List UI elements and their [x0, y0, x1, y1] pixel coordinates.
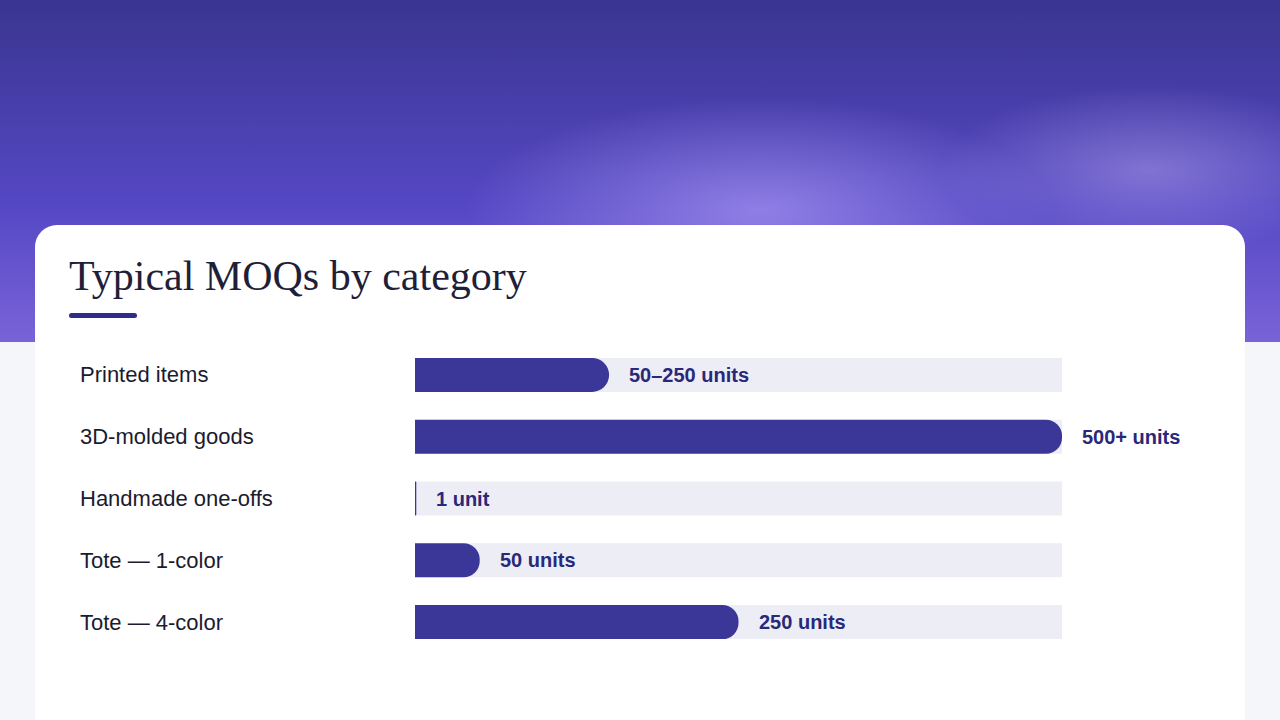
svg-text:1 unit: 1 unit	[436, 488, 490, 510]
svg-text:Typical MOQs by category: Typical MOQs by category	[69, 253, 527, 299]
svg-text:Printed items: Printed items	[80, 362, 208, 387]
svg-text:500+ units: 500+ units	[1082, 426, 1180, 448]
svg-text:Tote — 4-color: Tote — 4-color	[80, 610, 223, 635]
svg-text:50–250 units: 50–250 units	[629, 364, 749, 386]
svg-text:250 units: 250 units	[759, 611, 846, 633]
svg-text:3D-molded goods: 3D-molded goods	[80, 424, 254, 449]
svg-text:Handmade one-offs: Handmade one-offs	[80, 486, 273, 511]
svg-text:50 units: 50 units	[500, 549, 576, 571]
svg-text:Tote — 1-color: Tote — 1-color	[80, 548, 223, 573]
